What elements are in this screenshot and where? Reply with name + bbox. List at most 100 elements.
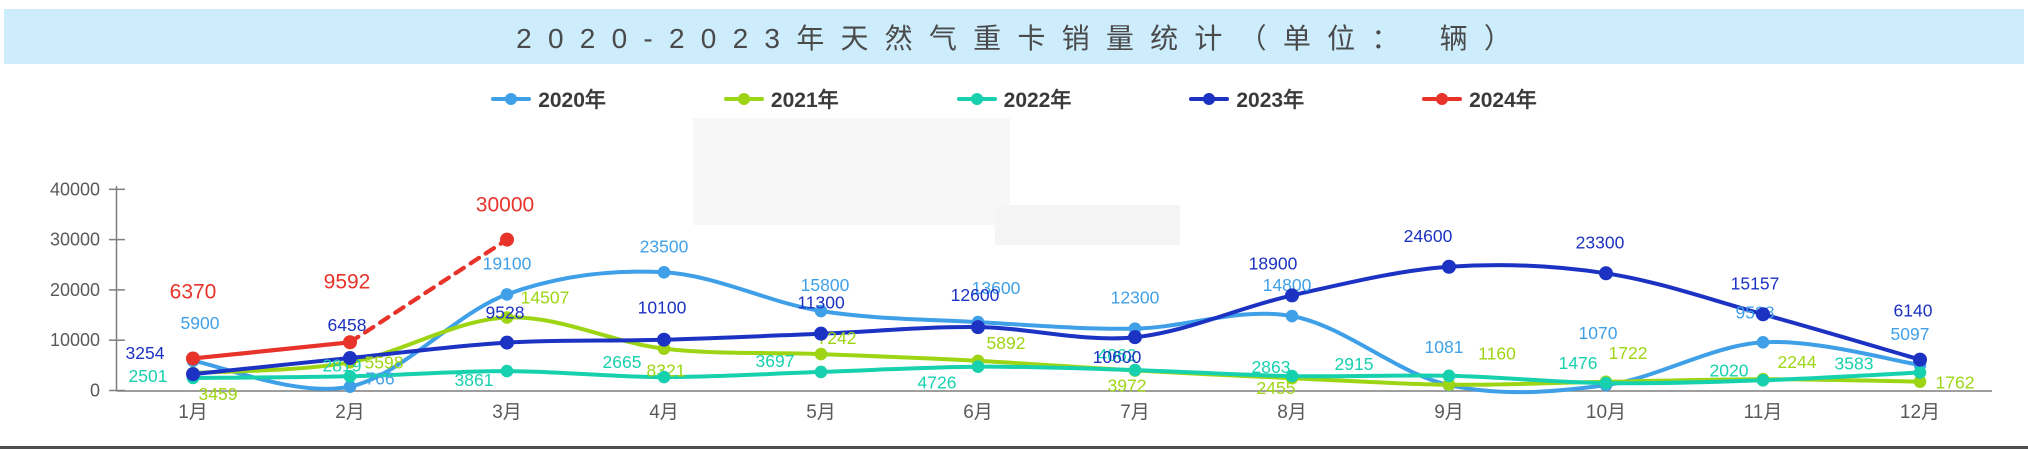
data-point-2023年 (971, 320, 985, 335)
data-label-2022年: 3861 (455, 370, 494, 390)
data-label-2022年: 1476 (1559, 353, 1598, 373)
data-label-2021年: 8321 (647, 361, 686, 381)
data-point-2023年 (814, 326, 828, 341)
legend-item-2023年[interactable]: 2023年 (1189, 84, 1304, 114)
x-axis-month-label: 7月 (1120, 402, 1150, 423)
data-point-2024年 (500, 232, 514, 247)
chart-title: 2020-2023年天然气重卡销量统计（单位： 辆） (516, 22, 1529, 54)
data-label-2020年: 5097 (1891, 324, 1930, 344)
data-label-2021年: 3972 (1108, 376, 1147, 396)
data-point-2024年 (186, 351, 200, 366)
x-axis-month-label: 5月 (806, 402, 836, 423)
data-label-2021年: 1160 (1478, 344, 1516, 364)
legend-item-2022年[interactable]: 2022年 (956, 84, 1072, 114)
data-label-2021年: 3459 (199, 384, 238, 404)
data-label-2021年: 1722 (1609, 343, 1648, 363)
line-2024年-solid (190, 340, 353, 361)
data-point-2020年 (500, 288, 514, 301)
data-label-2022年: 2665 (603, 352, 642, 372)
data-label-2024年: 30000 (476, 194, 534, 217)
data-point-2022年 (971, 360, 985, 374)
data-label-2022年: 3697 (756, 351, 795, 371)
data-label-2020年: 766 (365, 369, 394, 389)
data-label-2020年: 1070 (1579, 323, 1618, 343)
data-label-2021年: 5892 (987, 333, 1026, 353)
data-point-2020年 (343, 380, 357, 393)
data-label-2021年: 2244 (1778, 352, 1817, 372)
chart-legend: 2020年 2021年 2022年 2023年 2024年 (0, 82, 2028, 116)
window-bottom-edge (0, 446, 2028, 449)
data-point-2022年 (343, 370, 357, 383)
data-label-2024年: 9592 (324, 270, 371, 293)
legend-label: 2020年 (538, 89, 606, 112)
line-2023年 (191, 263, 1922, 377)
legend-item-2021年[interactable]: 2021年 (723, 84, 839, 114)
data-label-2022年: 2915 (1335, 354, 1374, 374)
legend-label: 2023年 (1236, 89, 1305, 112)
data-label-2023年: 23300 (1576, 232, 1625, 252)
legend-label: 2024年 (1469, 89, 1537, 112)
data-label-2020年: 14800 (1263, 275, 1312, 295)
data-label-2021年: 1762 (1936, 373, 1975, 393)
data-label-2024年: 6370 (170, 280, 217, 303)
data-label-2021年: 14507 (521, 288, 570, 308)
x-axis-month-label: 10月 (1586, 402, 1626, 423)
x-axis-month-label: 6月 (963, 402, 993, 423)
data-label-2020年: 12300 (1111, 288, 1160, 308)
x-axis-month-label: 3月 (492, 402, 522, 423)
data-point-2022年 (1442, 369, 1456, 383)
data-point-2023年 (657, 332, 671, 347)
data-point-2023年 (1128, 330, 1142, 345)
data-label-2023年: 10100 (638, 298, 687, 318)
data-point-2022年 (657, 370, 671, 384)
data-label-2023年: 6458 (328, 315, 367, 335)
y-axis-tick-label: 10000 (50, 330, 100, 350)
legend-item-2020年[interactable]: 2020年 (491, 84, 606, 114)
data-label-2020年: 15800 (801, 275, 850, 295)
data-label-2020年: 13600 (972, 278, 1021, 298)
data-label-2023年: 18900 (1249, 253, 1298, 273)
data-point-2022年 (1756, 374, 1770, 387)
data-label-2020年: 23500 (640, 236, 689, 256)
x-axis-month-label: 2月 (335, 402, 365, 423)
line-2024年-dashed (347, 237, 510, 345)
data-point-2020年 (657, 265, 671, 279)
data-label-2023年: 11300 (797, 293, 845, 313)
data-label-2023年: 24600 (1404, 226, 1453, 246)
data-label-2022年: 4726 (918, 373, 957, 393)
data-point-2023年 (1285, 288, 1299, 303)
data-point-2020年 (814, 304, 828, 318)
data-label-2023年: 12600 (951, 285, 1000, 305)
legend-line-dot-icon (1422, 93, 1463, 105)
data-label-2021年: 2455 (1257, 378, 1296, 398)
data-label-2021年: 5598 (365, 352, 404, 372)
legend-item-2024年[interactable]: 2024年 (1422, 84, 1537, 114)
data-label-2023年: 9528 (486, 303, 525, 323)
data-point-2023年 (343, 351, 357, 366)
data-point-2020年 (1285, 309, 1299, 323)
data-point-2022年 (1599, 376, 1613, 390)
data-point-2020年 (1756, 335, 1770, 349)
data-label-2022年: 3583 (1835, 353, 1874, 373)
data-label-2020年: 5900 (181, 313, 220, 333)
chart-title-bar: 2020-2023年天然气重卡销量统计（单位： 辆） (4, 9, 2024, 64)
data-label-2022年: 4062 (1098, 345, 1137, 365)
data-label-2023年: 6140 (1894, 301, 1933, 321)
data-point-2021年 (500, 311, 514, 324)
data-point-2021年 (1913, 375, 1927, 388)
y-axis-tick-label: 30000 (50, 230, 100, 250)
data-point-2021年 (814, 347, 828, 361)
data-label-2022年: 2863 (1252, 357, 1291, 377)
data-point-2022年 (1128, 363, 1142, 377)
line-2022年 (191, 364, 1922, 386)
x-axis-month-label: 12月 (1900, 402, 1940, 423)
legend-line-dot-icon (956, 93, 997, 105)
data-point-2024年 (343, 335, 357, 350)
data-point-2022年 (814, 365, 828, 379)
data-point-2023年 (1599, 266, 1613, 281)
data-point-2021年 (1442, 378, 1456, 391)
y-axis-tick-label: 20000 (50, 280, 100, 300)
legend-label: 2022年 (1003, 89, 1072, 112)
data-point-2022年 (500, 364, 514, 378)
data-point-2023年 (1913, 352, 1927, 367)
